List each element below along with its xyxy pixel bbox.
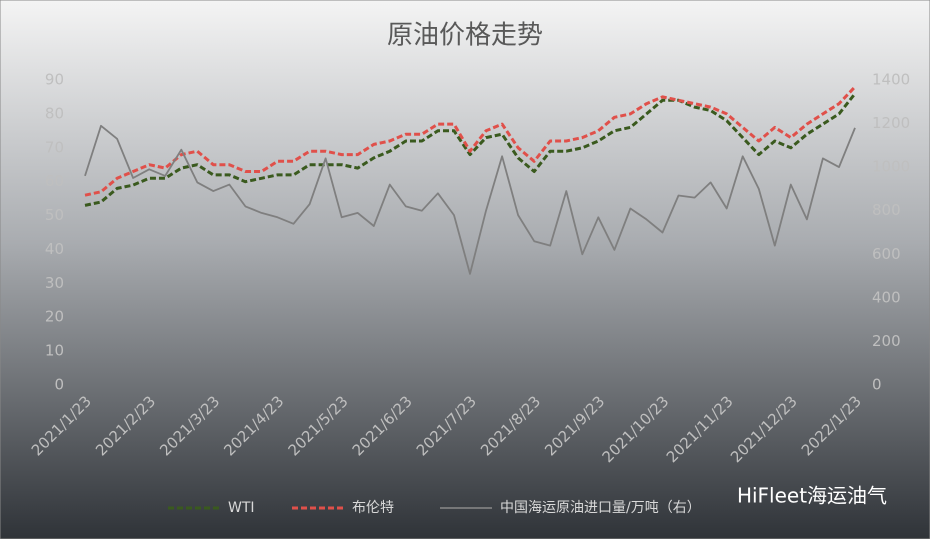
y2-tick-label: 600 — [872, 245, 901, 263]
y-tick-label: 10 — [45, 342, 64, 360]
legend-label: 中国海运原油进口量/万吨（右） — [500, 500, 701, 516]
y2-tick-label: 0 — [872, 376, 882, 394]
y-tick-label: 20 — [45, 308, 64, 326]
y2-tick-label: 800 — [872, 201, 901, 219]
y-tick-label: 90 — [45, 71, 64, 89]
y2-tick-label: 1000 — [872, 158, 910, 176]
series-line — [84, 124, 856, 275]
y-tick-label: 40 — [45, 240, 64, 258]
y2-tick-label: 1400 — [872, 71, 910, 89]
y-tick-label: 50 — [45, 206, 64, 224]
y-tick-label: 80 — [45, 104, 64, 122]
y2-tick-label: 200 — [872, 332, 901, 350]
y2-tick-label: 400 — [872, 288, 901, 306]
chart-title: 原油价格走势 — [387, 21, 543, 51]
y-tick-label: 30 — [45, 274, 64, 292]
legend-label: WTI — [228, 500, 255, 516]
y2-tick-label: 1200 — [872, 114, 910, 132]
legend-label: 布伦特 — [352, 500, 394, 516]
y-tick-label: 70 — [45, 138, 64, 156]
watermark: HiFleet海运油气 — [737, 484, 887, 508]
y-tick-label: 60 — [45, 172, 64, 190]
y-tick-label: 0 — [54, 376, 64, 394]
series-line — [84, 85, 857, 197]
series-line — [84, 92, 857, 207]
